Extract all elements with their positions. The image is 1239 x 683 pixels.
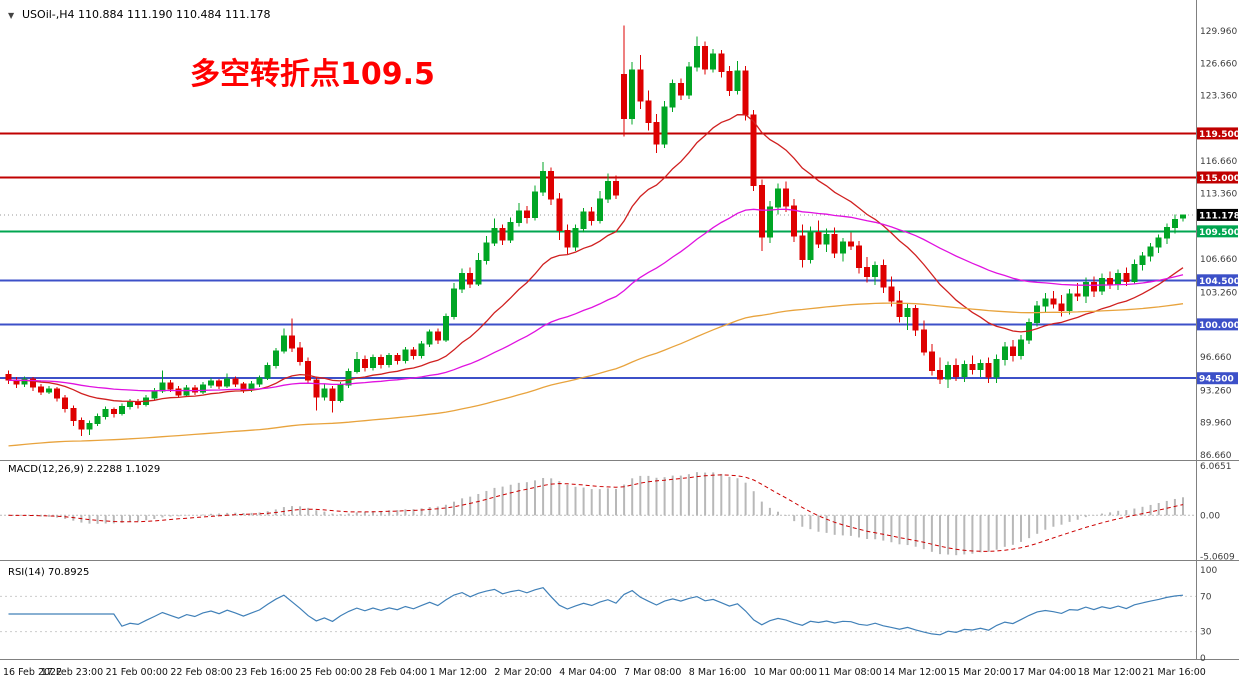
svg-text:94.500: 94.500	[1199, 375, 1234, 385]
svg-text:30: 30	[1200, 628, 1212, 638]
rsi-label: RSI(14) 70.8925	[8, 567, 89, 578]
svg-text:109.500: 109.500	[1199, 228, 1239, 238]
svg-text:89.960: 89.960	[1200, 419, 1232, 429]
svg-text:0.00: 0.00	[1200, 511, 1220, 521]
svg-text:115.000: 115.000	[1199, 174, 1239, 184]
svg-text:104.500: 104.500	[1199, 277, 1239, 287]
svg-text:17 Feb 23:00: 17 Feb 23:00	[41, 667, 103, 678]
svg-text:119.500: 119.500	[1199, 130, 1239, 140]
svg-text:96.660: 96.660	[1200, 353, 1232, 363]
svg-text:106.660: 106.660	[1200, 255, 1237, 265]
svg-text:129.960: 129.960	[1200, 27, 1237, 37]
horizontal-level-lines[interactable]	[0, 132, 1196, 380]
svg-text:111.178: 111.178	[1199, 211, 1239, 221]
svg-text:-5.0609: -5.0609	[1200, 552, 1235, 562]
svg-text:21 Feb 00:00: 21 Feb 00:00	[106, 667, 168, 678]
macd-indicator	[0, 472, 1196, 556]
svg-text:11 Mar 08:00: 11 Mar 08:00	[818, 667, 881, 678]
svg-text:8 Mar 16:00: 8 Mar 16:00	[689, 667, 746, 678]
svg-text:0: 0	[1200, 654, 1206, 664]
svg-text:70: 70	[1200, 592, 1212, 602]
svg-text:21 Mar 16:00: 21 Mar 16:00	[1142, 667, 1205, 678]
svg-text:15 Mar 20:00: 15 Mar 20:00	[948, 667, 1011, 678]
svg-text:16 Feb 2022: 16 Feb 2022	[3, 667, 62, 678]
svg-text:113.360: 113.360	[1200, 190, 1237, 200]
price-axis[interactable]: 129.960 126.660 123.360 116.660 113.360 106.6…	[1197, 27, 1239, 664]
svg-text:103.260: 103.260	[1200, 288, 1237, 298]
svg-text:22 Feb 08:00: 22 Feb 08:00	[170, 667, 232, 678]
svg-text:25 Feb 00:00: 25 Feb 00:00	[300, 667, 362, 678]
svg-text:14 Mar 12:00: 14 Mar 12:00	[883, 667, 946, 678]
svg-text:116.660: 116.660	[1200, 157, 1237, 167]
svg-text:17 Mar 04:00: 17 Mar 04:00	[1013, 667, 1076, 678]
symbol-ohlc-label: USOil-,H4 110.884 111.190 110.484 111.17…	[22, 8, 270, 21]
svg-text:7 Mar 08:00: 7 Mar 08:00	[624, 667, 681, 678]
svg-text:6.0651: 6.0651	[1200, 462, 1232, 472]
svg-text:86.660: 86.660	[1200, 451, 1232, 461]
candlesticks	[5, 25, 1186, 436]
moving-average-lines	[8, 114, 1184, 447]
svg-text:28 Feb 04:00: 28 Feb 04:00	[365, 667, 427, 678]
symbol-dropdown-icon[interactable]: ▼	[8, 11, 15, 20]
svg-text:10 Mar 00:00: 10 Mar 00:00	[754, 667, 817, 678]
svg-text:100.000: 100.000	[1199, 321, 1239, 331]
svg-text:2 Mar 20:00: 2 Mar 20:00	[494, 667, 551, 678]
svg-text:23 Feb 16:00: 23 Feb 16:00	[235, 667, 297, 678]
svg-text:4 Mar 04:00: 4 Mar 04:00	[559, 667, 616, 678]
svg-text:126.660: 126.660	[1200, 59, 1237, 69]
svg-text:18 Mar 12:00: 18 Mar 12:00	[1078, 667, 1141, 678]
macd-label: MACD(12,26,9) 2.2288 1.1029	[8, 464, 160, 475]
svg-text:93.260: 93.260	[1200, 386, 1232, 396]
svg-text:123.360: 123.360	[1200, 92, 1237, 102]
svg-text:1 Mar 12:00: 1 Mar 12:00	[430, 667, 487, 678]
annotation-text[interactable]: 多空转折点109.5	[190, 57, 435, 92]
svg-text:100: 100	[1200, 566, 1217, 576]
rsi-indicator	[0, 587, 1196, 636]
